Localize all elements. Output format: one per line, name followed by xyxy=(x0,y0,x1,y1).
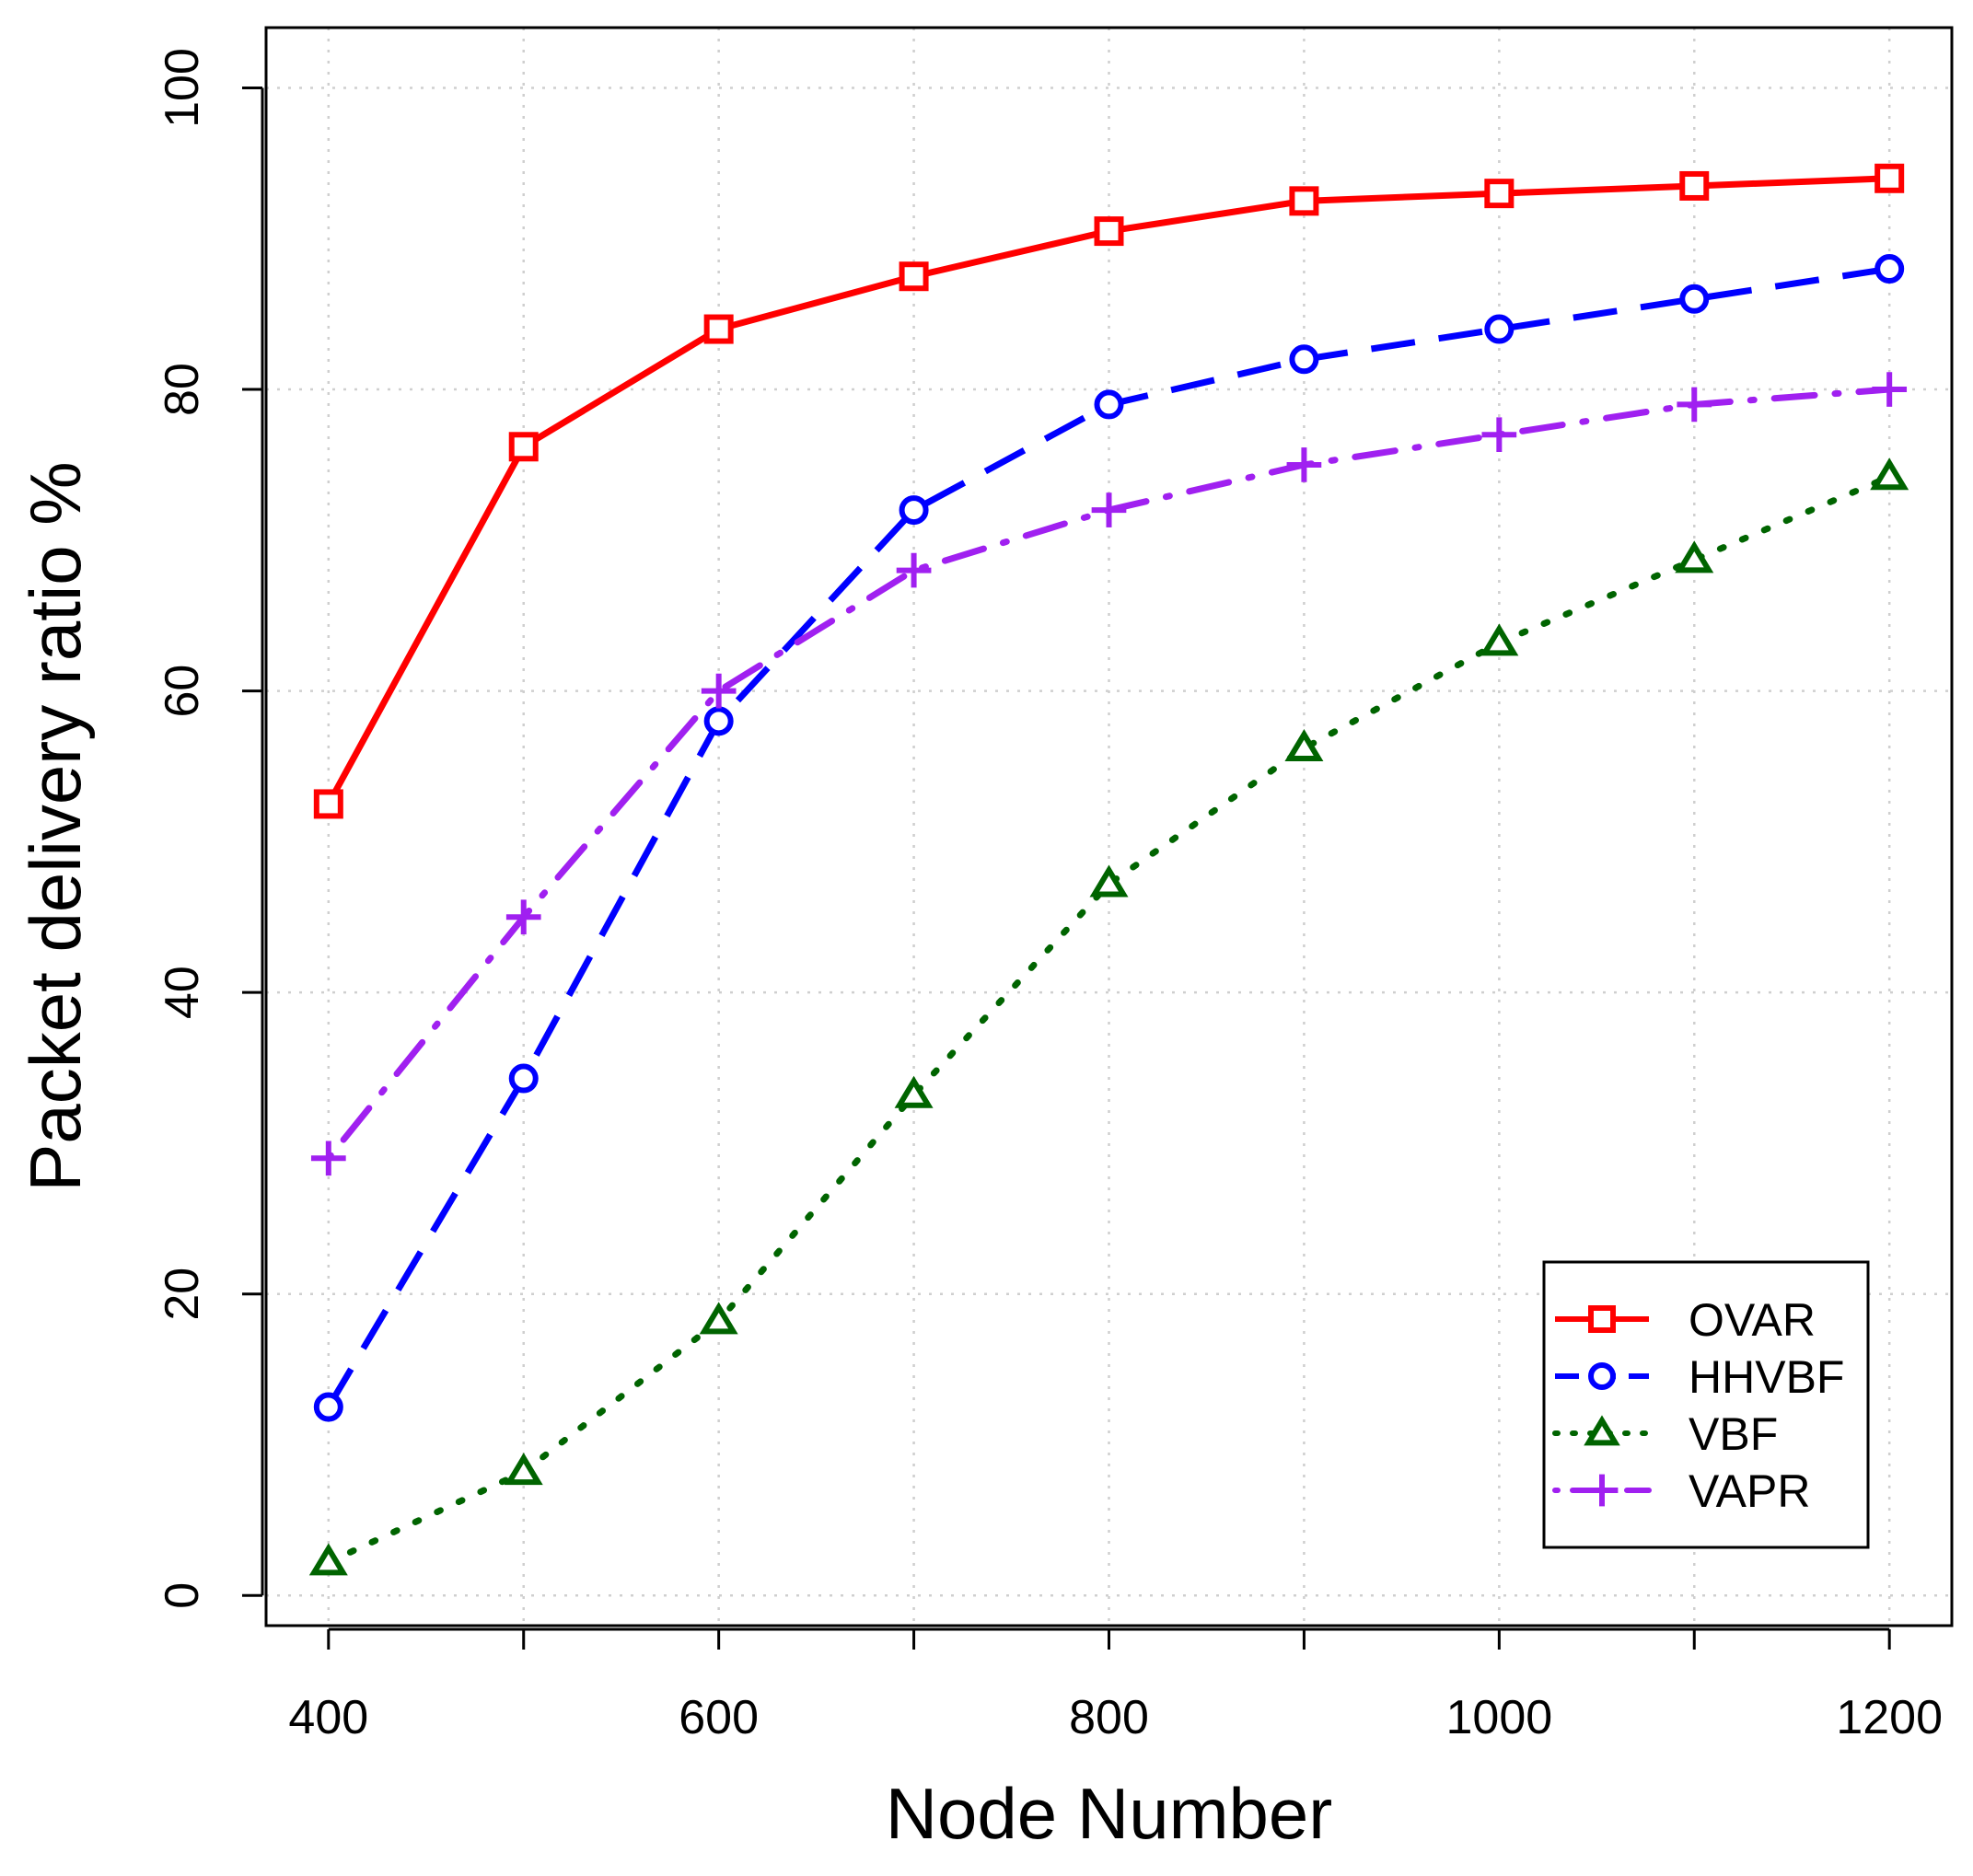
y-tick-label: 0 xyxy=(156,1582,209,1609)
data-point-ovar xyxy=(703,314,734,344)
data-point-vapr xyxy=(310,1141,346,1176)
legend-label-hhvbf: HHVBF xyxy=(1689,1351,1844,1403)
data-point-hhvbf xyxy=(1484,314,1515,344)
legend-item-hhvbf: HHVBF xyxy=(1555,1351,1844,1403)
data-point-vbf xyxy=(504,1453,543,1486)
data-point-vbf xyxy=(308,1543,348,1576)
data-point-vapr xyxy=(1677,387,1712,423)
data-point-vbf xyxy=(1480,623,1519,656)
legend-item-ovar: OVAR xyxy=(1555,1294,1816,1346)
series-hhvbf xyxy=(313,254,1905,1422)
data-point-hhvbf xyxy=(899,495,929,526)
data-point-vapr xyxy=(505,899,541,935)
x-tick-label: 600 xyxy=(679,1691,759,1744)
data-point-vapr xyxy=(896,552,932,588)
x-tick-label: 800 xyxy=(1069,1691,1149,1744)
y-tick-label: 40 xyxy=(156,966,209,1019)
data-point-hhvbf xyxy=(1874,254,1905,284)
y-tick-label: 20 xyxy=(156,1268,209,1321)
series-vapr xyxy=(310,372,1908,1176)
data-point-vbf xyxy=(699,1302,738,1335)
legend-marker-ovar xyxy=(1588,1305,1616,1333)
x-axis: 400 600 800 1000 1200 xyxy=(288,1627,1943,1744)
series-layer xyxy=(308,163,1909,1576)
data-point-ovar xyxy=(1289,186,1319,216)
x-axis-title: Node Number xyxy=(886,1773,1333,1854)
data-point-vbf xyxy=(1284,729,1324,762)
data-point-ovar xyxy=(1874,163,1905,193)
data-point-ovar xyxy=(1094,216,1124,247)
series-vbf xyxy=(308,457,1909,1576)
y-tick-label: 100 xyxy=(156,48,209,128)
data-point-vapr xyxy=(1481,417,1517,453)
plot-frame xyxy=(264,26,1954,1627)
data-point-ovar xyxy=(1679,170,1710,201)
series-ovar xyxy=(313,163,1905,819)
y-axis-title: Packet delivery ratio % xyxy=(15,461,96,1191)
data-point-vapr xyxy=(1091,492,1127,527)
data-point-hhvbf xyxy=(703,706,734,736)
data-point-vapr xyxy=(701,673,737,709)
data-point-hhvbf xyxy=(1289,344,1319,375)
y-tick-label: 60 xyxy=(156,665,209,718)
x-tick-label: 1000 xyxy=(1445,1691,1552,1744)
legend-label-vbf: VBF xyxy=(1689,1408,1778,1460)
data-point-ovar xyxy=(899,261,929,292)
data-point-vbf xyxy=(1089,864,1129,897)
y-axis: 0 20 40 60 80 100 xyxy=(156,48,264,1609)
data-point-hhvbf xyxy=(313,1392,343,1422)
legend-item-vbf: VBF xyxy=(1552,1408,1778,1460)
data-point-vbf xyxy=(894,1075,934,1108)
legend-label-vapr: VAPR xyxy=(1689,1465,1810,1517)
x-tick-label: 1200 xyxy=(1836,1691,1943,1744)
legend-label-ovar: OVAR xyxy=(1689,1294,1816,1346)
data-point-ovar xyxy=(1484,179,1515,209)
x-tick-label: 400 xyxy=(288,1691,368,1744)
data-point-vapr xyxy=(1286,447,1322,482)
data-point-hhvbf xyxy=(1094,389,1124,420)
legend-marker-hhvbf xyxy=(1588,1362,1616,1390)
data-point-hhvbf xyxy=(1679,284,1710,314)
data-point-ovar xyxy=(313,789,343,819)
legend-marker-vapr xyxy=(1585,1474,1619,1507)
data-point-hhvbf xyxy=(508,1063,539,1094)
data-point-vbf xyxy=(1870,457,1909,491)
data-point-ovar xyxy=(508,432,539,462)
series-line-hhvbf xyxy=(325,265,1890,1409)
legend-item-vapr: VAPR xyxy=(1552,1465,1810,1517)
y-tick-label: 80 xyxy=(156,363,209,416)
legend-marker-vbf xyxy=(1584,1415,1620,1446)
series-line-vbf xyxy=(325,473,1893,1566)
data-point-vbf xyxy=(1675,540,1714,573)
data-point-vapr xyxy=(1872,372,1908,407)
